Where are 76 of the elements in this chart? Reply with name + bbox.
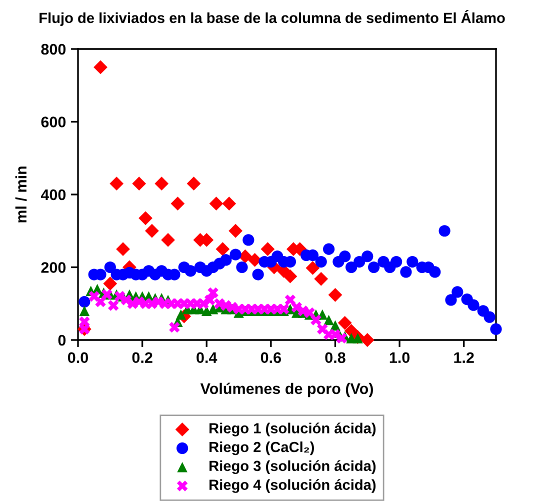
point — [94, 60, 108, 74]
point — [362, 250, 374, 262]
point — [222, 196, 236, 211]
point — [104, 261, 116, 274]
point — [336, 332, 348, 344]
y-tick-label: 600 — [41, 116, 66, 128]
y-tick-label: 400 — [40, 189, 66, 200]
point — [252, 268, 264, 280]
point — [429, 266, 441, 278]
x-tick-label: 0.2 — [132, 352, 152, 364]
point — [306, 261, 320, 275]
point — [138, 211, 152, 226]
point — [322, 243, 335, 255]
point — [230, 248, 242, 260]
point — [339, 250, 351, 262]
point — [324, 314, 334, 326]
point — [260, 242, 275, 256]
legend-label: Riego 2 (CaCl₂) — [210, 441, 314, 456]
y-tick-label: 800 — [41, 44, 66, 55]
x-tick-label: 0.4 — [196, 352, 218, 364]
point — [110, 176, 124, 191]
point — [368, 261, 380, 274]
x-tick-label: 0.6 — [260, 352, 281, 364]
point — [132, 176, 146, 191]
point — [400, 266, 412, 278]
point — [452, 286, 464, 298]
point — [208, 287, 218, 298]
point — [103, 276, 118, 291]
point — [283, 269, 298, 284]
legend-label: Riego 3 (solución ácida) — [210, 460, 376, 474]
point — [102, 289, 112, 300]
point — [468, 299, 480, 311]
point — [248, 253, 262, 267]
point — [445, 294, 457, 306]
point — [169, 322, 180, 333]
point — [170, 196, 185, 211]
point — [310, 314, 322, 326]
point — [360, 333, 374, 347]
y-axis-title: ml / min — [15, 166, 27, 222]
point — [161, 233, 175, 247]
x-tick-label: 1.2 — [454, 352, 474, 363]
y-tick-label: 0 — [58, 334, 66, 346]
point — [216, 242, 230, 256]
point — [315, 256, 327, 268]
point — [186, 176, 201, 191]
point — [209, 196, 224, 211]
point — [484, 311, 496, 323]
point — [79, 306, 90, 316]
point — [154, 176, 169, 191]
point — [314, 272, 328, 286]
point — [346, 261, 358, 274]
point — [338, 316, 352, 330]
point — [220, 254, 232, 266]
point — [204, 294, 216, 306]
chart-title: Flujo de lixiviados en la base de la columna de sedimento El Álamo — [40, 10, 505, 26]
point — [78, 296, 90, 308]
x-tick-label: 1.0 — [390, 352, 410, 364]
point — [406, 256, 418, 268]
x-tick-label: 0.8 — [325, 352, 346, 364]
point — [108, 300, 119, 311]
point — [236, 261, 248, 274]
point — [328, 288, 342, 302]
point — [145, 224, 159, 238]
point — [354, 256, 366, 268]
point — [490, 323, 502, 335]
point — [390, 256, 402, 268]
y-tick-label: 200 — [41, 262, 66, 273]
legend-label: Riego 4 (solución ácida) — [210, 479, 376, 493]
point — [228, 224, 242, 238]
x-axis-title: Volúmenes de poro (Vo) — [200, 382, 373, 398]
legend-label: Riego 1 (solución ácida) — [210, 422, 376, 436]
point — [438, 225, 450, 237]
point — [242, 234, 254, 246]
x-tick-label: 0.0 — [68, 352, 88, 364]
point — [184, 265, 196, 277]
point — [116, 242, 130, 256]
